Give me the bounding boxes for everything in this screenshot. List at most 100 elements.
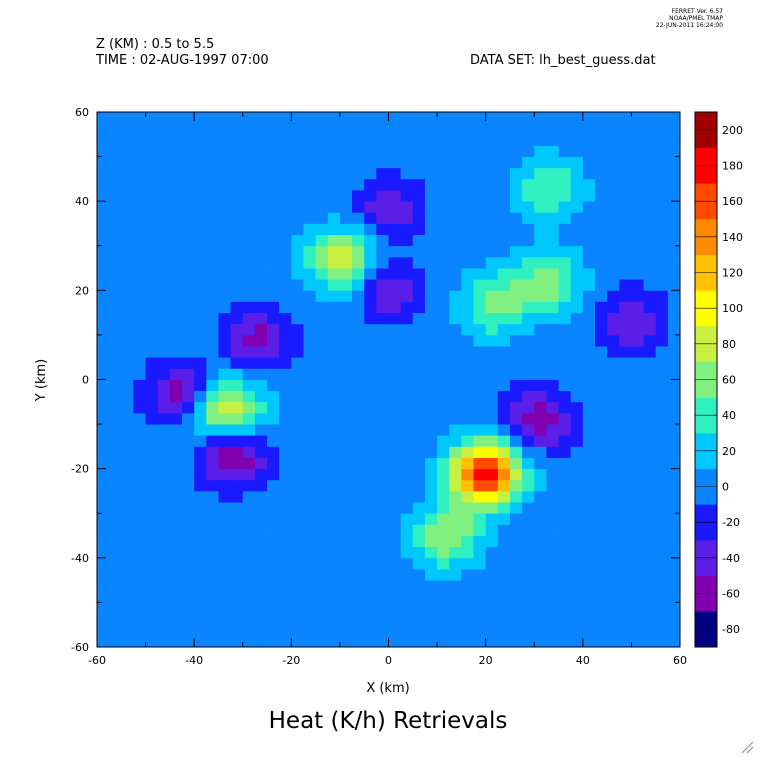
field-cell [109, 301, 122, 314]
x-tick-label: 20 [479, 654, 493, 667]
field-cell [364, 123, 377, 135]
field-cell [424, 591, 438, 603]
field-cell [339, 178, 353, 191]
field-cell [437, 201, 450, 213]
field-cell [400, 524, 414, 536]
z-range-label: Z (KM) : 0.5 to 5.5 [96, 37, 215, 52]
field-cell [400, 390, 414, 403]
field-cell [182, 245, 195, 258]
field-cell [133, 357, 146, 369]
field-cell [582, 568, 596, 581]
field-cell [643, 568, 657, 581]
field-cell [582, 256, 596, 269]
field-cell [522, 446, 535, 458]
field-cell [412, 557, 426, 570]
field-cell [242, 190, 256, 202]
field-cell [558, 412, 572, 425]
field-cell [206, 234, 219, 247]
field-cell [133, 602, 146, 614]
resize-grip-icon[interactable] [740, 740, 754, 754]
field-cell [352, 368, 365, 380]
field-cell [303, 401, 317, 414]
field-cell [570, 301, 584, 314]
field-cell [643, 212, 657, 224]
field-cell [109, 479, 122, 492]
field-cell [206, 479, 219, 492]
field-cell [594, 412, 608, 425]
field-cell [582, 201, 596, 213]
field-cell [169, 513, 183, 525]
field-cell [254, 412, 268, 425]
field-cell [461, 112, 474, 124]
field-cell [546, 323, 559, 336]
field-cell [424, 513, 438, 525]
field-cell [667, 201, 681, 213]
field-cell [497, 323, 511, 336]
field-cell [230, 635, 244, 648]
field-cell [254, 346, 268, 358]
field-cell [497, 357, 511, 369]
field-cell [461, 624, 474, 637]
field-cell [570, 368, 584, 380]
field-cell [206, 212, 219, 224]
field-cell [485, 145, 499, 157]
field-cell [97, 268, 110, 280]
field-cell [145, 346, 159, 358]
field-cell [437, 279, 450, 291]
field-cell [473, 557, 487, 570]
field-cell [364, 502, 377, 514]
field-cell [182, 190, 195, 202]
field-cell [473, 379, 487, 392]
field-cell [218, 490, 232, 503]
field-cell [352, 190, 365, 202]
field-cell [157, 123, 171, 135]
field-cell [291, 312, 304, 325]
field-cell [449, 546, 462, 559]
field-cell [643, 123, 657, 135]
field-cell [169, 334, 183, 347]
field-cell [169, 524, 183, 536]
field-cell [145, 279, 159, 291]
field-cell [376, 479, 389, 492]
field-cell [485, 468, 499, 481]
field-cell [643, 134, 657, 146]
field-cell [267, 245, 280, 258]
field-cell [109, 290, 122, 302]
field-cell [242, 290, 256, 302]
field-cell [218, 112, 232, 124]
field-cell [109, 624, 122, 637]
field-cell [109, 212, 122, 224]
field-cell [291, 435, 304, 447]
field-cell [655, 412, 669, 425]
field-cell [437, 256, 450, 269]
field-cell [534, 112, 547, 124]
field-cell [376, 368, 389, 380]
field-cell [352, 580, 365, 592]
field-cell [424, 346, 438, 358]
field-cell [546, 312, 559, 325]
field-cell [619, 346, 632, 358]
field-cell [182, 546, 195, 559]
field-cell [157, 591, 171, 603]
field-cell [242, 635, 256, 648]
field-cell [667, 123, 681, 135]
field-cell [594, 379, 608, 392]
field-cell [509, 212, 523, 224]
field-cell [157, 368, 171, 380]
field-cell [607, 580, 620, 592]
field-cell [376, 178, 389, 191]
field-cell [546, 357, 559, 369]
field-cell [157, 178, 171, 191]
field-cell [449, 435, 462, 447]
field-cell [485, 312, 499, 325]
field-cell [109, 557, 122, 570]
field-cell [218, 368, 232, 380]
field-cell [424, 401, 438, 414]
field-cell [655, 602, 669, 614]
field-cell [352, 557, 365, 570]
field-cell [291, 145, 304, 157]
field-cell [509, 190, 523, 202]
field-cell [339, 457, 353, 470]
field-cell [121, 134, 134, 146]
field-cell [473, 178, 487, 191]
